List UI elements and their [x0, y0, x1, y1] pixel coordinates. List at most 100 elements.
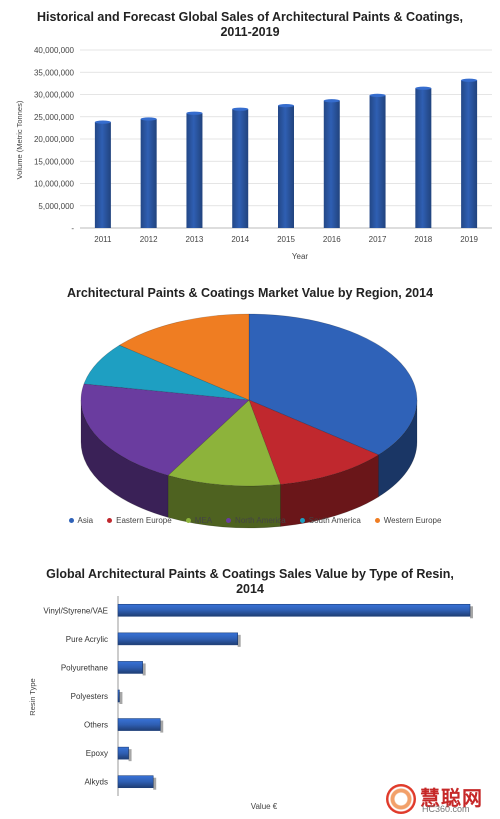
resin-bar — [117, 689, 120, 703]
volume-x-tick-label: 2011 — [94, 235, 112, 244]
resin-y-tick-label: Epoxy — [86, 749, 108, 758]
volume-bar — [415, 88, 432, 229]
volume-y-tick-label: 5,000,000 — [38, 202, 74, 211]
region-legend-label: South America — [308, 516, 361, 525]
resin-bar-shadow — [153, 777, 157, 790]
region-legend-item: Eastern Europe — [107, 516, 172, 525]
resin-bar-shadow — [119, 692, 123, 704]
volume-bar — [278, 105, 294, 228]
volume-bar — [186, 113, 203, 228]
volume-bar — [323, 100, 340, 228]
volume-bar-cap — [140, 117, 157, 121]
volume-y-axis-label: Volume (Metric Tonnes) — [15, 100, 24, 179]
legend-marker-icon — [68, 518, 74, 523]
resin-bar — [117, 603, 471, 617]
volume-x-tick-label: 2013 — [186, 235, 204, 244]
volume-chart-title-line2: 2011-2019 — [220, 25, 280, 39]
region-pie-chart — [80, 313, 418, 529]
volume-y-tick-label: 10,000,000 — [34, 180, 75, 189]
region-chart-title: Architectural Paints & Coatings Market V… — [66, 286, 434, 300]
region-legend-label: MEA — [194, 516, 213, 525]
volume-y-tick-label: 40,000,000 — [34, 46, 75, 55]
volume-bar — [140, 118, 157, 228]
volume-y-tick-label: 35,000,000 — [34, 68, 75, 77]
volume-bar — [369, 95, 386, 228]
region-pie-slice-mea — [167, 399, 281, 487]
legend-marker-icon — [299, 518, 305, 523]
resin-y-tick-label: Vinyl/Styrene/VAE — [43, 606, 108, 615]
volume-y-tick-label: 25,000,000 — [34, 113, 75, 122]
volume-y-tick-label: - — [71, 224, 74, 233]
resin-bar-shadow — [128, 749, 132, 762]
region-legend-label: Eastern Europe — [116, 516, 172, 525]
resin-bar-shadow — [237, 634, 241, 647]
volume-x-axis-label: Year — [292, 252, 309, 261]
hc360-logo-icon — [386, 784, 416, 814]
region-pie-slice-north-america — [80, 383, 250, 476]
volume-x-tick-label: 2017 — [369, 235, 387, 244]
region-legend-label: Western Europe — [383, 516, 442, 525]
volume-bar-cap — [186, 111, 203, 115]
legend-marker-icon — [374, 518, 380, 523]
volume-bar-cap — [232, 107, 249, 111]
resin-bar — [117, 632, 238, 646]
volume-x-tick-label: 2016 — [323, 235, 341, 244]
resin-y-tick-label: Pure Acrylic — [66, 635, 108, 644]
volume-chart: Volume (Metric Tonnes) Year - 5,000,000 10… — [15, 46, 492, 261]
volume-bar-cap — [369, 93, 386, 97]
watermark-brand: 慧聪网 — [420, 786, 483, 810]
region-legend-item: MEA — [185, 516, 213, 525]
resin-bar-shadow — [470, 606, 473, 619]
volume-chart-title-line1: Historical and Forecast Global Sales of … — [36, 10, 464, 24]
legend-marker-icon — [185, 518, 191, 523]
legend-marker-icon — [226, 518, 232, 523]
volume-bar-cap — [323, 99, 340, 103]
volume-x-tick-label: 2012 — [140, 235, 158, 244]
resin-chart-title: Global Architectural Paints & Coatings S… — [0, 567, 500, 597]
volume-bar-cap — [94, 120, 111, 124]
resin-bar-shadow — [160, 720, 164, 733]
region-pie-slice-south-america — [83, 344, 250, 401]
region-chart-panel: Architectural Paints & Coatings Market V… — [20, 286, 490, 529]
volume-bar — [232, 109, 249, 228]
volume-chart-panel: Historical and Forecast Global Sales of … — [0, 0, 500, 270]
volume-x-tick-label: 2019 — [460, 235, 478, 244]
volume-x-tick-label: 2015 — [277, 235, 295, 244]
watermark-domain: HC360.com — [422, 804, 470, 814]
region-pie-slice-western-europe — [118, 313, 250, 401]
hc360-watermark: 慧聪网 HC360.com — [386, 782, 498, 816]
region-legend-item: North America — [226, 516, 286, 525]
resin-y-axis-label: Resin Type — [28, 678, 37, 715]
region-pie-top — [80, 313, 418, 487]
volume-bar — [94, 122, 111, 228]
volume-y-tick-label: 20,000,000 — [34, 135, 75, 144]
volume-bar-cap — [415, 86, 432, 90]
region-pie-slice-asia — [248, 313, 418, 456]
volume-x-tick-label: 2018 — [414, 235, 432, 244]
resin-bar-shadow — [142, 663, 146, 676]
region-legend-label: Asia — [77, 516, 94, 525]
region-legend-item: South America — [299, 516, 361, 525]
region-legend-label: North America — [235, 516, 286, 525]
region-pie-sides — [80, 399, 418, 529]
resin-bar — [117, 746, 129, 760]
region-legend: Asia Eastern Europe MEA North America South … — [20, 516, 490, 525]
volume-bar — [461, 80, 478, 228]
region-legend-item: Western Europe — [374, 516, 442, 525]
resin-x-axis-label: Value € — [251, 802, 278, 811]
volume-chart-title: Historical and Forecast Global Sales of … — [0, 10, 500, 40]
volume-bar-cap — [278, 104, 294, 108]
legend-marker-icon — [107, 518, 113, 523]
resin-bar — [117, 661, 143, 674]
resin-y-tick-label: Others — [84, 721, 108, 730]
region-pie-slice-eastern-europe — [248, 399, 380, 485]
volume-x-tick-label: 2014 — [231, 235, 249, 244]
resin-y-tick-label: Alkyds — [84, 778, 108, 787]
volume-bar-cap — [461, 78, 478, 82]
resin-y-tick-label: Polyurethane — [61, 663, 109, 672]
resin-chart-title-line2: 2014 — [236, 582, 264, 596]
resin-y-tick-label: Polyesters — [71, 692, 108, 701]
resin-bar — [117, 718, 161, 731]
